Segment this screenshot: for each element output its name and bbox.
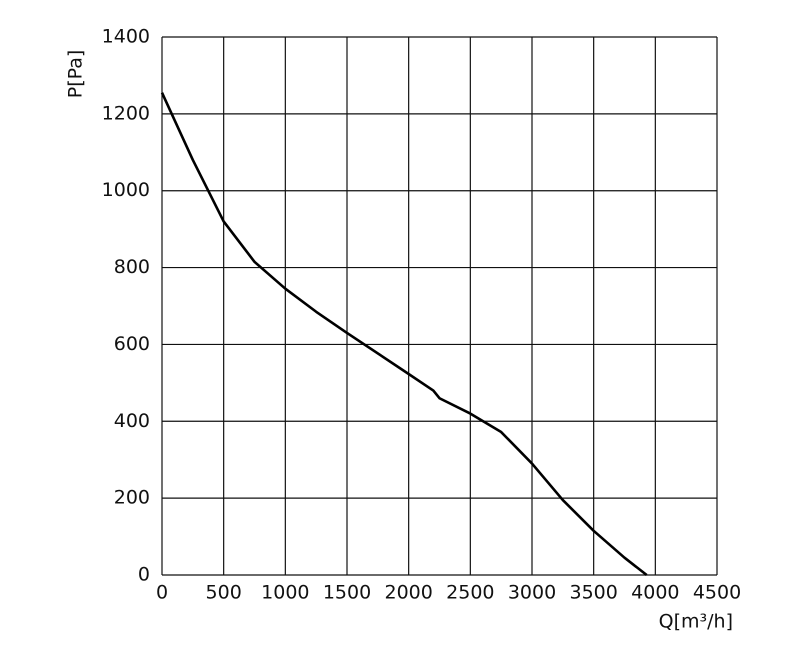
y-axis-label: P[Pa] bbox=[65, 50, 87, 99]
y-tick-label: 400 bbox=[114, 410, 150, 432]
y-tick-label: 0 bbox=[138, 564, 150, 586]
x-tick-label: 3500 bbox=[569, 582, 617, 604]
y-tick-label: 1400 bbox=[102, 26, 150, 48]
x-tick-label: 0 bbox=[156, 582, 168, 604]
y-tick-label: 1000 bbox=[102, 179, 150, 201]
curve bbox=[160, 92, 648, 577]
y-tick-label: 600 bbox=[114, 333, 150, 355]
y-tick-label: 800 bbox=[114, 256, 150, 278]
x-tick-label: 2500 bbox=[446, 582, 494, 604]
y-tick-label: 200 bbox=[114, 487, 150, 509]
x-axis-label: Q[m³/h] bbox=[659, 611, 733, 633]
x-tick-label: 1500 bbox=[323, 582, 371, 604]
x-tick-label: 1000 bbox=[261, 582, 309, 604]
x-tick-label: 2000 bbox=[384, 582, 432, 604]
x-tick-label: 3000 bbox=[508, 582, 556, 604]
x-tick-label: 500 bbox=[206, 582, 242, 604]
y-tick-label: 1200 bbox=[102, 102, 150, 124]
x-tick-label: 4500 bbox=[693, 582, 741, 604]
x-tick-label: 4000 bbox=[631, 582, 679, 604]
